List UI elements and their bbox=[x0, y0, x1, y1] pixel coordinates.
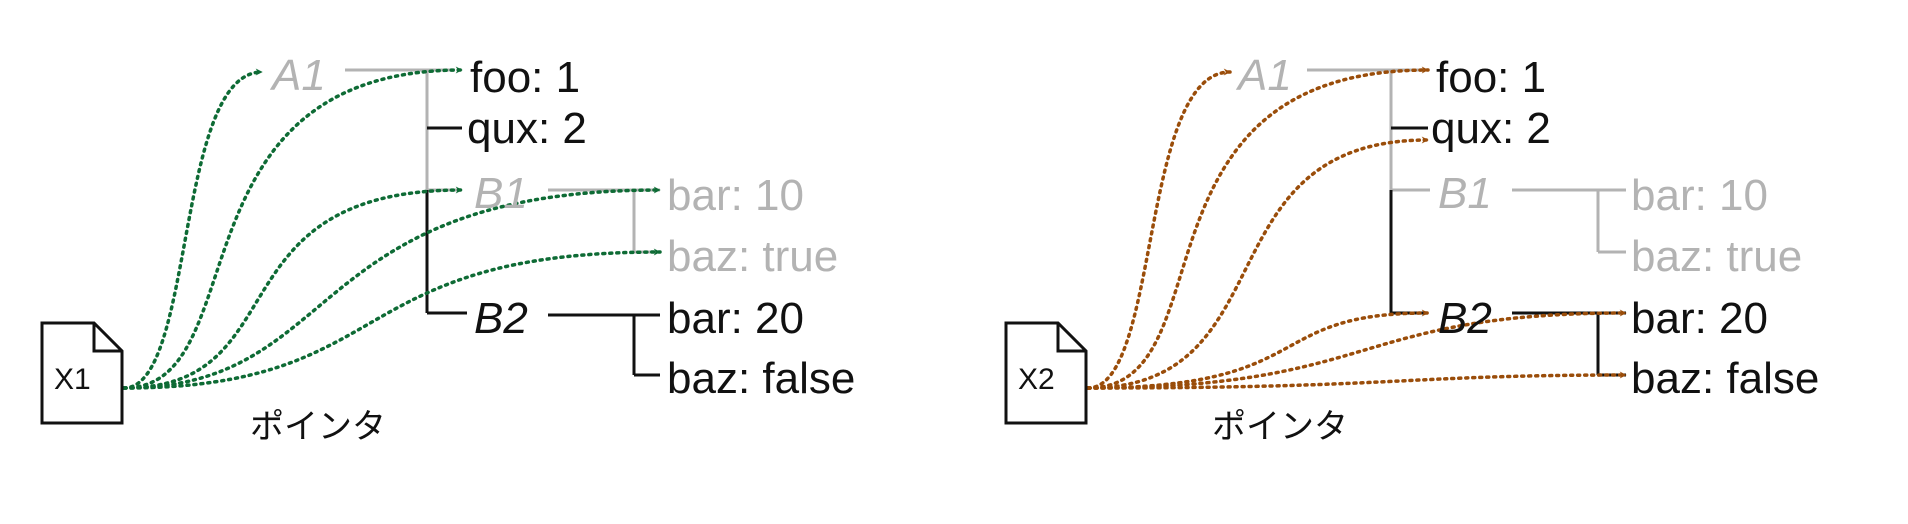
left-pointer-arrows bbox=[122, 66, 662, 390]
pointer-to-b1-bar bbox=[122, 186, 662, 390]
pointer-to-a1 bbox=[1086, 68, 1232, 390]
pointer-to-foo bbox=[1086, 66, 1430, 390]
node-b2: B2 bbox=[474, 294, 528, 343]
node-b1: B1 bbox=[1438, 169, 1492, 218]
pointer-to-b2-baz bbox=[1086, 371, 1628, 390]
right-tree-edges bbox=[1307, 68, 1626, 377]
node-b2: B2 bbox=[1438, 294, 1492, 343]
node-b2-bar: bar: 20 bbox=[1631, 294, 1768, 343]
pointer-to-b2 bbox=[1086, 309, 1430, 390]
node-b1-baz: baz: true bbox=[1631, 232, 1802, 281]
pointer-to-qux bbox=[1086, 136, 1430, 390]
pointer-to-b1-baz bbox=[122, 248, 662, 390]
node-qux: qux: 2 bbox=[1431, 104, 1551, 153]
node-b2-bar: bar: 20 bbox=[667, 294, 804, 343]
left-panel: A1 foo: 1 qux: 2 B1 bar: 10 baz: true B2… bbox=[40, 51, 855, 447]
node-a1: A1 bbox=[269, 51, 326, 100]
file-label: X1 bbox=[54, 363, 91, 396]
right-panel: A1 foo: 1 qux: 2 B1 bar: 10 baz: true B2… bbox=[1004, 51, 1819, 447]
pointer-to-b2-bar bbox=[1086, 309, 1628, 390]
left-tree-edges bbox=[345, 68, 660, 377]
document-icon bbox=[1004, 321, 1088, 425]
pointer-to-b1 bbox=[122, 186, 464, 390]
node-b2-baz: baz: false bbox=[1631, 354, 1819, 403]
node-b1-bar: bar: 10 bbox=[1631, 171, 1768, 220]
node-b1-baz: baz: true bbox=[667, 232, 838, 281]
pointer-caption: ポインタ bbox=[250, 407, 386, 447]
document-icon bbox=[40, 321, 124, 425]
node-foo: foo: 1 bbox=[1436, 53, 1546, 102]
pointer-caption: ポインタ bbox=[1212, 407, 1348, 447]
pointer-to-foo bbox=[122, 66, 464, 390]
node-b1-bar: bar: 10 bbox=[667, 171, 804, 220]
node-b2-baz: baz: false bbox=[667, 354, 855, 403]
node-foo: foo: 1 bbox=[470, 53, 580, 102]
file-label: X2 bbox=[1018, 363, 1055, 396]
pointer-to-a1 bbox=[122, 68, 264, 390]
right-pointer-arrows bbox=[1086, 66, 1628, 390]
node-qux: qux: 2 bbox=[467, 104, 587, 153]
node-b1: B1 bbox=[474, 169, 528, 218]
node-a1: A1 bbox=[1235, 51, 1292, 100]
